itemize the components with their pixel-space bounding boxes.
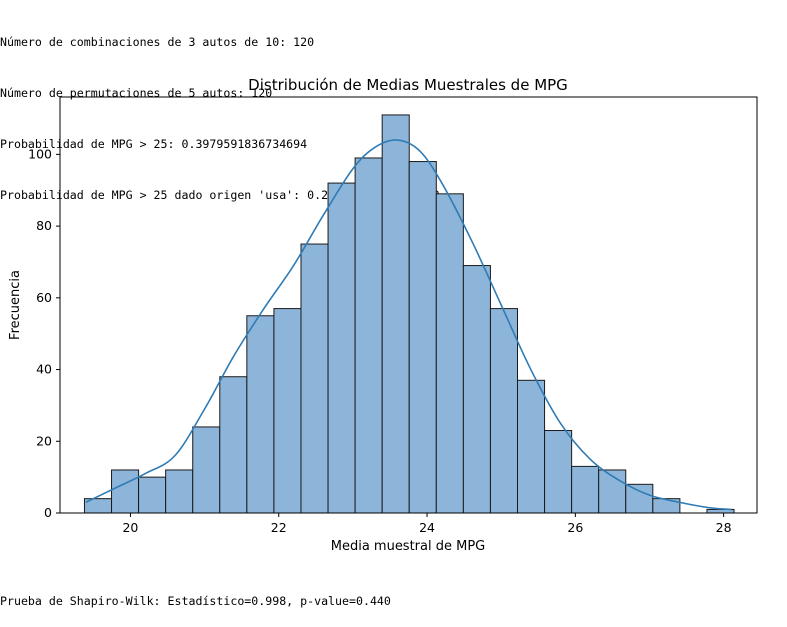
histogram-bar — [192, 426, 221, 514]
y-tick-label: 0 — [44, 505, 52, 520]
x-axis-ticks: 20 22 24 26 28 — [122, 513, 732, 535]
histogram-bar — [516, 379, 546, 514]
console-line: Prueba de Shapiro-Wilk: Estadístico=0.99… — [0, 594, 391, 608]
histogram-bar — [408, 161, 437, 514]
histogram-chart: Distribución de Medias Muestrales de MPG… — [8, 76, 758, 554]
x-tick-label: 24 — [419, 520, 435, 535]
histogram-bar — [625, 483, 654, 514]
kde-line — [85, 139, 732, 511]
y-axis-label: Frecuencia — [8, 270, 23, 340]
histogram-bar — [327, 182, 356, 514]
histogram-bar — [544, 430, 573, 514]
bars-layer — [83, 114, 735, 514]
x-tick-label: 22 — [271, 520, 287, 535]
histogram-bar — [165, 469, 194, 514]
y-tick-label: 40 — [36, 362, 52, 377]
histogram-bar — [462, 265, 491, 514]
histogram-bar — [246, 315, 275, 514]
x-axis-label: Media muestral de MPG — [331, 539, 486, 554]
histogram-bar — [435, 193, 464, 514]
chart-title: Distribución de Medias Muestrales de MPG — [248, 76, 568, 94]
histogram-bar — [219, 376, 248, 514]
plot-frame — [59, 96, 758, 514]
histogram-bar — [273, 308, 302, 514]
x-tick-label: 20 — [122, 520, 138, 535]
x-tick-label: 26 — [567, 520, 583, 535]
console-line: Probabilidad de MPG > 25: 0.397959183673… — [0, 137, 308, 151]
y-axis-ticks: 0 20 40 60 80 100 — [28, 146, 60, 520]
histogram-bar — [381, 114, 410, 514]
histogram-bar — [300, 243, 329, 514]
y-tick-label: 20 — [36, 433, 52, 448]
y-tick-label: 60 — [36, 290, 52, 305]
histogram-bar — [489, 308, 518, 514]
console-line: Número de combinaciones de 3 autos de 10… — [0, 35, 315, 49]
x-tick-label: 28 — [716, 520, 732, 535]
kde-layer — [85, 139, 732, 511]
shapiro-wilk-output: Prueba de Shapiro-Wilk: Estadístico=0.99… — [0, 559, 391, 627]
y-tick-label: 100 — [28, 146, 52, 161]
histogram-bar — [354, 157, 383, 514]
histogram-bar — [571, 465, 600, 514]
histogram-bar — [138, 476, 167, 514]
y-tick-label: 80 — [36, 218, 52, 233]
histogram-bar — [111, 469, 140, 514]
